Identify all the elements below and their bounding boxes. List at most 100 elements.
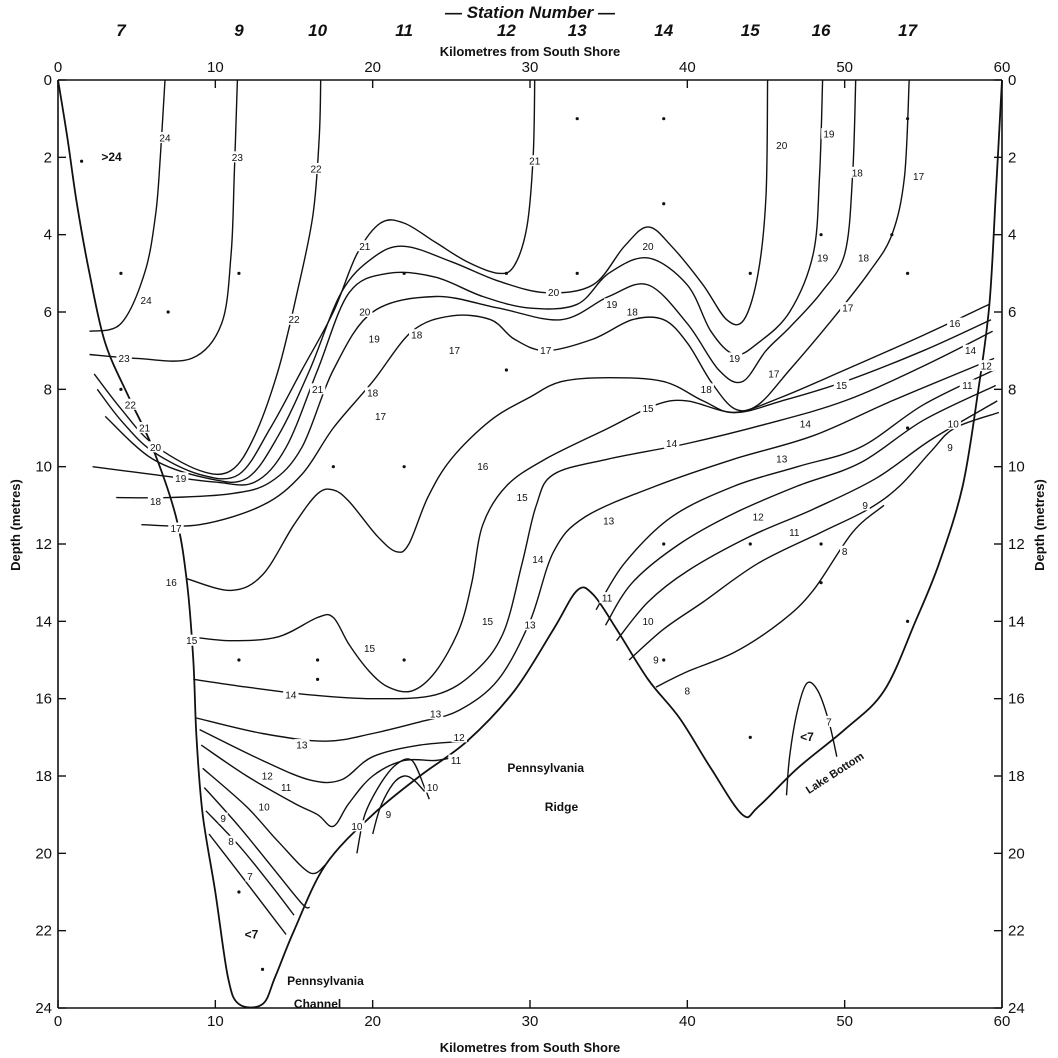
isotherm-label-halo xyxy=(366,333,382,345)
isotherm-label-halo xyxy=(361,642,378,654)
isotherm-label: 14 xyxy=(965,346,977,357)
isotherm-label: 21 xyxy=(139,424,151,435)
y-tick-label-left: 12 xyxy=(35,536,52,553)
isotherm-label: 24 xyxy=(159,134,171,145)
sample-point xyxy=(402,465,406,469)
isotherm-label: 11 xyxy=(602,594,613,605)
y-axis-title-right: Depth (metres) xyxy=(1032,479,1047,571)
y-tick-label-right: 24 xyxy=(1008,1000,1025,1017)
station-label: 16 xyxy=(812,21,831,40)
isotherm-label-halo xyxy=(184,634,200,646)
sample-point xyxy=(316,677,320,681)
isotherm-label-halo xyxy=(814,251,831,263)
isotherm-line xyxy=(96,79,536,480)
isotherm-label-halo xyxy=(978,360,994,372)
isotherm-label-halo xyxy=(357,240,373,252)
isotherm-label: 21 xyxy=(359,242,371,253)
y-axis-title-left: Depth (metres) xyxy=(8,479,23,571)
isotherm-label-halo xyxy=(651,654,661,665)
sample-point xyxy=(748,735,752,739)
isotherm-line xyxy=(186,303,990,592)
isotherm-label: 18 xyxy=(150,497,162,508)
isotherm-line xyxy=(104,79,769,483)
isotherm-label-halo xyxy=(116,352,132,364)
isotherm-label: 19 xyxy=(369,335,381,346)
isotherm-label: 13 xyxy=(296,741,308,752)
isotherm-label: 21 xyxy=(312,385,324,396)
sample-point xyxy=(237,890,241,894)
isotherm-label-halo xyxy=(147,495,164,507)
isotherm-line xyxy=(93,79,322,476)
isotherm-line xyxy=(92,79,824,486)
isotherm-label-halo xyxy=(147,441,164,453)
isotherm-label-halo xyxy=(173,472,189,484)
isotherm-label: 19 xyxy=(823,130,835,141)
station-number-row: 7 9 10 11 12 13 14 15 16 17 xyxy=(116,21,918,40)
station-label: 14 xyxy=(654,21,673,40)
isotherm-label: 17 xyxy=(540,346,552,357)
y-tick-label-right: 22 xyxy=(1008,923,1025,940)
sample-point xyxy=(906,117,910,121)
isotherm-label-halo xyxy=(545,286,562,298)
sample-point xyxy=(119,271,123,275)
isotherm-label-halo xyxy=(308,162,324,174)
y-tick-label-left: 14 xyxy=(35,613,52,630)
isotherm-label: 15 xyxy=(364,644,376,655)
isotherm-label: 11 xyxy=(789,528,800,539)
isotherm-label: 20 xyxy=(548,288,560,299)
y-tick-label-left: 10 xyxy=(35,459,52,476)
isotherm-label: 18 xyxy=(852,168,864,179)
x-tick-label-bottom: 20 xyxy=(364,1013,381,1030)
isotherm-line xyxy=(89,79,166,332)
isotherm-label: 11 xyxy=(451,756,462,767)
station-label: 11 xyxy=(395,21,413,40)
sample-point xyxy=(662,658,666,662)
isotherm-label: 11 xyxy=(962,381,973,392)
sample-point xyxy=(662,117,666,121)
isotherm-label-halo xyxy=(824,715,834,727)
isotherm-label-halo xyxy=(640,240,656,252)
isotherm-label: 19 xyxy=(175,474,187,485)
isotherm-label-halo xyxy=(624,306,640,317)
y-tick-label-left: 0 xyxy=(44,72,52,89)
station-label: 12 xyxy=(497,21,516,40)
isotherm-line xyxy=(615,400,998,642)
sample-point xyxy=(331,465,335,469)
annotation: <7 xyxy=(245,927,259,941)
isotherm-line xyxy=(190,319,992,693)
isotherm-label: 14 xyxy=(666,439,678,450)
x-tick-label-top: 10 xyxy=(207,59,224,76)
sample-point xyxy=(906,619,910,623)
y-tick-label-left: 18 xyxy=(35,768,52,785)
isotherm-label: 9 xyxy=(653,656,659,667)
isotherm-label-halo xyxy=(364,387,381,399)
isotherm-label: 16 xyxy=(949,319,961,330)
sample-point xyxy=(504,368,508,372)
isotherm-label-halo xyxy=(383,808,393,820)
isotherm-label-halo xyxy=(945,441,955,453)
isotherm-label: 8 xyxy=(842,547,848,558)
annotation: Ridge xyxy=(545,800,579,814)
isotherm-label: 10 xyxy=(351,822,363,833)
y-tick-label-left: 4 xyxy=(44,227,52,244)
isotherm-label-halo xyxy=(309,383,326,395)
y-tick-label-right: 0 xyxy=(1008,72,1016,89)
isotherm-label-halo xyxy=(726,352,743,364)
isotherm-label-halo xyxy=(855,251,872,263)
x-tick-label-top: 20 xyxy=(364,59,381,76)
isotherm-label: 13 xyxy=(524,621,536,632)
y-tick-label-left: 8 xyxy=(44,381,52,398)
y-tick-label-right: 4 xyxy=(1008,227,1016,244)
station-label: 13 xyxy=(568,21,587,40)
isotherm-label: 17 xyxy=(842,304,854,315)
isotherm-label-halo xyxy=(774,452,790,464)
annotation: <7 xyxy=(800,730,814,744)
annotation: Channel xyxy=(294,997,341,1011)
y-tick-label-left: 20 xyxy=(35,845,52,862)
isotherm-label: 15 xyxy=(517,493,529,504)
sample-point xyxy=(906,271,910,275)
y-tick-label-left: 22 xyxy=(35,923,52,940)
x-tick-label-top: 60 xyxy=(994,59,1011,76)
isotherm-label: 20 xyxy=(642,242,654,253)
